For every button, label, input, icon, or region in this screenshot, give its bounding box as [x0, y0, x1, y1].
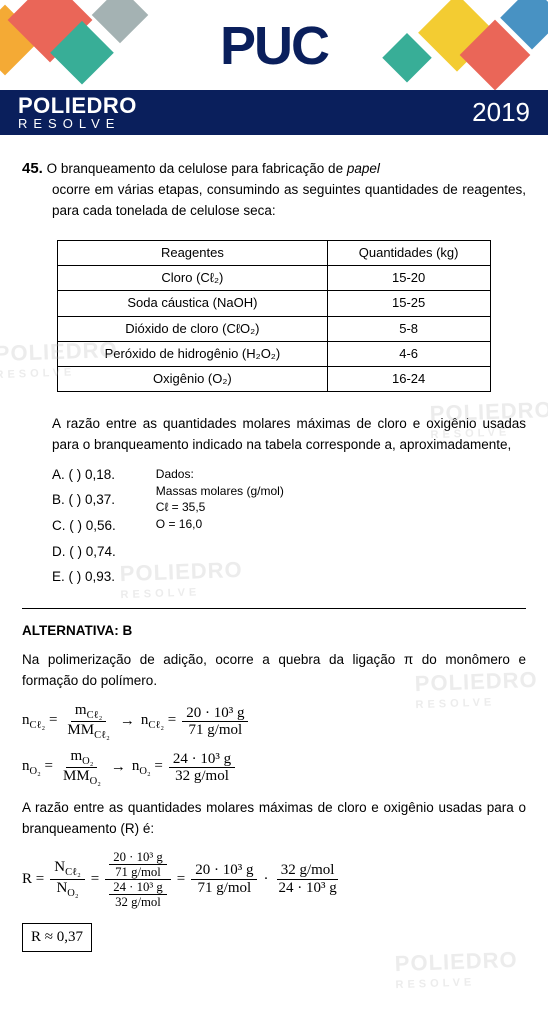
table-header: Quantidades (kg)	[327, 241, 490, 266]
table-row: Soda cáustica (NaOH) 15-25	[58, 291, 490, 316]
subheader-bar: POLIEDRO RESOLVE 2019	[0, 90, 548, 135]
puc-logo: PUC	[220, 15, 328, 77]
question-intro: 45. O branqueamento da celulose para fab…	[22, 157, 526, 222]
table-row: Peróxido de hidrogênio (H₂O₂) 4-6	[58, 341, 490, 366]
reagents-table: Reagentes Quantidades (kg) Cloro (Cℓ₂) 1…	[57, 240, 490, 392]
option-c: C. ( ) 0,56.	[52, 513, 116, 539]
equation-no2: nO₂ = mO₂ MMO₂ → nO₂ = 24 · 10³ g 32 g/m…	[22, 748, 526, 788]
equation-ratio: R = NCℓ₂ NO₂ = 20 · 10³ g 71 g/mol 24 · …	[22, 850, 526, 909]
intro-italic: papel	[347, 161, 380, 176]
dados-line2: Cℓ = 35,5	[156, 499, 284, 516]
table-row: Oxigênio (O₂) 16-24	[58, 366, 490, 391]
option-e: E. ( ) 0,93.	[52, 564, 116, 590]
dados-title: Dados:	[156, 466, 284, 483]
table-header: Reagentes	[58, 241, 327, 266]
answer-explanation: Na polimerização de adição, ocorre a que…	[22, 650, 526, 692]
table-row: Cloro (Cℓ₂) 15-20	[58, 266, 490, 291]
dados-line1: Massas molares (g/mol)	[156, 483, 284, 500]
content-area: POLIEDRO RESOLVE POLIEDRO RESOLVE POLIED…	[0, 135, 548, 982]
options-list: A. ( ) 0,18. B. ( ) 0,37. C. ( ) 0,56. D…	[52, 462, 116, 590]
brand-line2: RESOLVE	[18, 117, 137, 130]
intro-part1: O branqueamento da celulose para fabrica…	[47, 161, 347, 176]
option-a: A. ( ) 0,18.	[52, 462, 116, 488]
brand-block: POLIEDRO RESOLVE	[18, 95, 137, 130]
answer-title: ALTERNATIVA: B	[22, 621, 526, 642]
options-row: A. ( ) 0,18. B. ( ) 0,37. C. ( ) 0,56. D…	[22, 462, 526, 590]
equation-ncl2: nCℓ₂ = mCℓ₂ MMCℓ₂ → nCℓ₂ = 20 · 10³ g 71…	[22, 702, 526, 742]
page-header: PUC POLIEDRO RESOLVE 2019	[0, 0, 548, 135]
option-d: D. ( ) 0,74.	[52, 539, 116, 565]
watermark: POLIEDRO RESOLVE	[394, 943, 518, 994]
ratio-text: A razão entre as quantidades molares máx…	[22, 798, 526, 840]
dados-line3: O = 16,0	[156, 516, 284, 533]
brand-line1: POLIEDRO	[18, 95, 137, 117]
intro-rest: ocorre em várias etapas, consumindo as s…	[22, 180, 526, 222]
separator	[22, 608, 526, 609]
question-prompt: A razão entre as quantidades molares máx…	[22, 414, 526, 456]
boxed-result: R ≈ 0,37	[22, 923, 92, 952]
option-b: B. ( ) 0,37.	[52, 487, 116, 513]
question-number: 45.	[22, 160, 43, 177]
table-row: Dióxido de cloro (CℓO₂) 5-8	[58, 316, 490, 341]
exam-year: 2019	[472, 97, 530, 128]
data-box: Dados: Massas molares (g/mol) Cℓ = 35,5 …	[156, 462, 284, 590]
